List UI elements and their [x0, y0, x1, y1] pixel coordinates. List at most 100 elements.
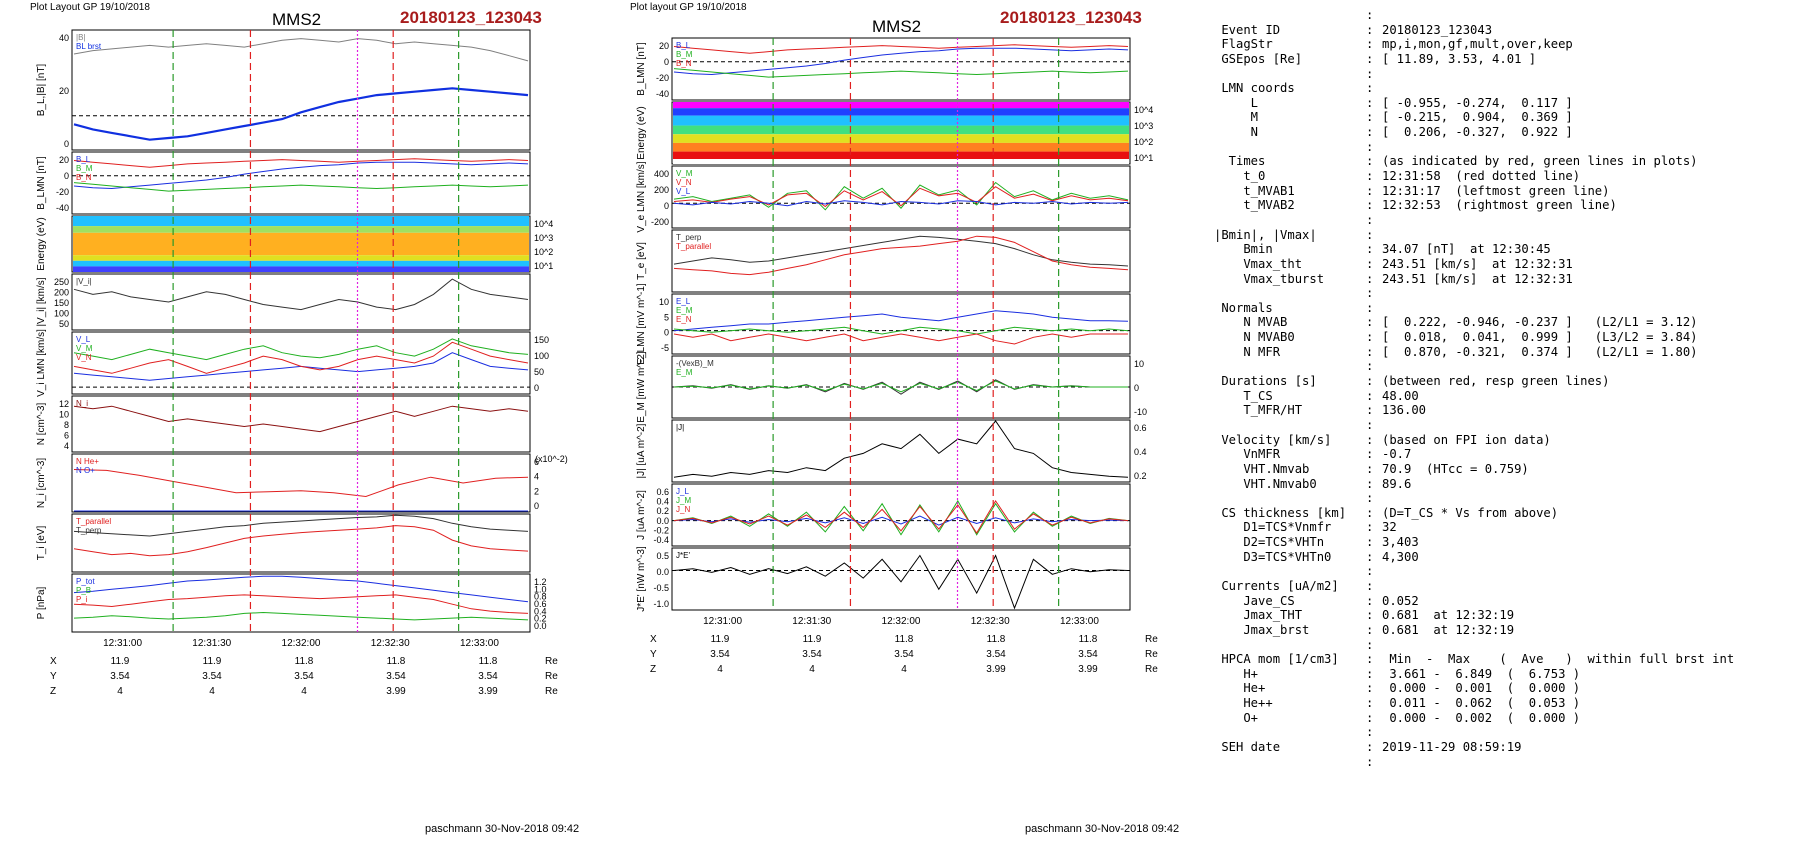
right-plot-header: Plot layout GP 19/10/2018 — [630, 2, 747, 13]
right-pos-val-0-4: 11.8 — [1079, 634, 1098, 645]
left-panel-frame-4 — [71, 331, 531, 395]
info-key: Times — [1214, 154, 1266, 169]
info-row-0: : — [1214, 8, 1734, 23]
right-tick-4-0: 10 — [659, 297, 669, 307]
left-xtick-2: 12:32:00 — [282, 638, 321, 649]
right-panel-frame-6 — [671, 419, 1131, 483]
right-tick-7-2: 0.2 — [656, 506, 669, 516]
info-row-36: D2=TCS*VHTn:3,403 — [1214, 535, 1734, 550]
info-value: 34.07 [nT] at 12:30:45 — [1382, 242, 1551, 257]
left-tick-6-3: 0 — [534, 501, 539, 511]
left-pos-val-0-0: 11.9 — [111, 656, 130, 667]
left-spectrogram-band-0 — [73, 216, 529, 227]
info-row-10: Times: (as indicated by red, green lines … — [1214, 154, 1734, 169]
info-value: -0.7 — [1382, 447, 1412, 462]
right-ylabel-5: E_M [mW m^-2] — [636, 351, 647, 423]
right-panel-frame-8 — [671, 547, 1131, 611]
left-tick-1-2: -20 — [56, 187, 69, 197]
left-tick-8-0: 1.2 — [534, 577, 547, 587]
info-value: mp,i,mon,gf,mult,over,keep — [1382, 37, 1573, 52]
right-xtick-4: 12:33:00 — [1060, 616, 1099, 627]
info-key: T_CS — [1214, 388, 1273, 403]
info-row-31: VHT.Nmvab:70.9 (HTcc = 0.759) — [1214, 462, 1734, 477]
info-colon: : — [1366, 242, 1374, 257]
info-value: 12:31:17 (leftmost green line) — [1382, 183, 1610, 198]
left-plot-footer: paschmann 30-Nov-2018 09:42 — [425, 823, 580, 835]
right-plot-footer: paschmann 30-Nov-2018 09:42 — [1025, 823, 1180, 835]
right-legend-0-2: B_N — [676, 59, 692, 68]
info-key: L — [1214, 95, 1259, 110]
right-tick-1-1: 10^3 — [1134, 121, 1153, 131]
left-series-6-0 — [73, 469, 529, 498]
info-value: 2019-11-29 08:59:19 — [1382, 740, 1522, 755]
info-row-16: Bmin:34.07 [nT] at 12:30:45 — [1214, 242, 1734, 257]
info-row-26: T_CS:48.00 — [1214, 389, 1734, 404]
info-value: Min - Max ( Ave ) within full brst int — [1382, 652, 1735, 667]
right-legend-4-2: E_N — [676, 315, 692, 324]
left-tick-1-1: 0 — [64, 171, 69, 181]
info-row-21: N MVAB: [ 0.222, -0.946, -0.237 ] (L2/L1 … — [1214, 315, 1734, 330]
info-value: 0.000 - 0.002 ( 0.000 ) — [1382, 710, 1581, 725]
info-colon: : — [1366, 212, 1374, 227]
left-pos-val-1-0: 3.54 — [110, 671, 130, 682]
left-pos-val-2-3: 3.99 — [386, 686, 406, 697]
right-legend-5-0: -(VexB)_M — [676, 359, 714, 368]
info-colon: : — [1366, 330, 1374, 345]
info-value: 136.00 — [1382, 403, 1427, 418]
info-key: GSEpos [Re] — [1214, 51, 1303, 66]
info-key: Event ID — [1214, 22, 1281, 37]
left-ylabel-8: P [nPa] — [36, 586, 47, 619]
info-colon: : — [1366, 666, 1374, 681]
info-colon: : — [1366, 300, 1374, 315]
left-pos-val-0-4: 11.8 — [479, 656, 498, 667]
left-spectrogram-band-2 — [73, 232, 529, 256]
left-legend-7-0: T_parallel — [76, 517, 111, 526]
info-colon: : — [1366, 652, 1374, 667]
info-key: LMN coords — [1214, 81, 1295, 96]
right-tick-8-3: -1.0 — [653, 599, 669, 609]
info-row-45: H+: 3.661 - 6.849 ( 6.753 ) — [1214, 667, 1734, 682]
left-tick-0-1: 20 — [59, 86, 69, 96]
left-tick-6-1: 4 — [534, 472, 539, 482]
left-tick-1-0: 20 — [59, 155, 69, 165]
info-key: D2=TCS*VHTn — [1214, 535, 1325, 550]
info-colon: : — [1366, 491, 1374, 506]
right-tick-8-2: -0.5 — [653, 583, 669, 593]
right-tick-7-3: 0.0 — [656, 516, 669, 526]
left-series-7-1 — [73, 514, 529, 537]
right-pos-val-2-4: 3.99 — [1078, 664, 1098, 675]
right-legend-4-0: E_L — [676, 297, 691, 306]
left-tick-3-3: 100 — [54, 309, 69, 319]
right-series-2-1 — [673, 186, 1129, 208]
info-row-18: Vmax_tburst:243.51 [km/s] at 12:32:31 — [1214, 272, 1734, 287]
left-legend-6-1: N O+ — [76, 466, 95, 475]
info-row-47: He++: 0.011 - 0.062 ( 0.053 ) — [1214, 696, 1734, 711]
right-ylabel-4: E_LMN [mV m^-1] — [636, 283, 647, 365]
right-tick-8-1: 0.0 — [656, 567, 669, 577]
right-pos-label-0: X — [650, 634, 657, 645]
right-tick-0-0: 20 — [659, 41, 669, 51]
left-panel-6: N He+N O+ N_i [cm^-3] (x10^-2)6 4 2 0 — [36, 453, 568, 513]
info-colon: : — [1366, 125, 1374, 140]
left-spectrogram-band-3 — [73, 255, 529, 261]
right-panel-1: Energy (eV) 10^4 10^3 10^2 10^1 — [636, 101, 1153, 165]
right-spectrogram-band-2 — [673, 115, 1129, 126]
left-xtick-4: 12:33:00 — [460, 638, 499, 649]
left-tick-2-2: 10^2 — [534, 247, 553, 257]
right-series-7-1 — [673, 499, 1129, 536]
left-pos-val-2-1: 4 — [209, 686, 215, 697]
right-series-7-2 — [673, 499, 1129, 534]
right-legend-7-1: J_M — [676, 496, 691, 505]
right-tick-5-1: 0 — [1134, 383, 1139, 393]
info-value: 0.681 at 12:32:19 — [1382, 622, 1515, 637]
left-legend-1-0: B_L — [76, 155, 91, 164]
info-key: N MVAB — [1214, 315, 1288, 330]
left-tick-6-2: 2 — [534, 486, 539, 496]
left-tick-6-0: 6 — [534, 457, 539, 467]
left-panel-frame-3 — [71, 273, 531, 331]
left-pos-val-2-0: 4 — [117, 686, 123, 697]
left-ylabel-2: Energy (eV) — [36, 217, 47, 270]
right-series-6-0 — [673, 420, 1129, 478]
info-key: N MFR — [1214, 344, 1281, 359]
right-tick-1-0: 10^4 — [1134, 105, 1153, 115]
